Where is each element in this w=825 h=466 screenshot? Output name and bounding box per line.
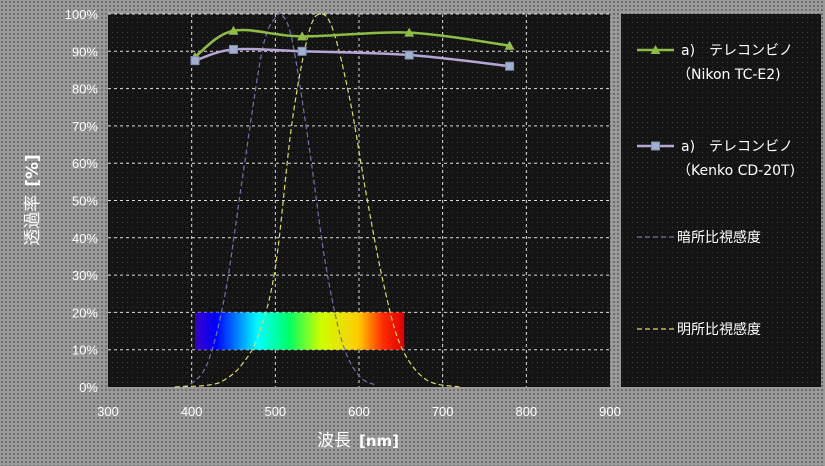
y-tick-label: 80% <box>72 82 98 97</box>
y-tick-label: 100% <box>65 7 99 22</box>
x-tick-label: 400 <box>181 404 203 419</box>
x-tick-label: 700 <box>432 404 454 419</box>
series-line-2 <box>174 11 377 388</box>
series-marker-kenko <box>404 50 414 60</box>
y-tick-label: 60% <box>72 156 98 171</box>
legend-entry-kenko: a) テレコンビノ （Kenko CD-20T) <box>637 139 795 179</box>
legend-entry-nikon: a) テレコンビノ （Nikon TC-E2) <box>637 43 793 83</box>
legend-label-kenko-line1: a) テレコンビノ <box>681 139 793 155</box>
x-tick-label: 600 <box>348 404 370 419</box>
series-marker-kenko <box>229 44 238 54</box>
series-marker-nikon <box>228 25 239 35</box>
series-line-0 <box>194 28 510 58</box>
series-marker-nikon <box>297 31 308 41</box>
legend-label-nikon-line1: a) テレコンビノ <box>681 43 793 59</box>
x-axis-unit: [nm] <box>359 432 399 450</box>
svg-text:透過率[%]: 透過率 [%] <box>23 154 43 246</box>
legend-box <box>621 14 821 387</box>
spectrum-band <box>195 312 405 350</box>
series-marker-kenko <box>190 56 200 66</box>
y-axis-unit: [%] <box>23 154 43 187</box>
y-axis-label: 透過率 <box>23 195 43 246</box>
legend-entry-scotopic: 暗所比視感度 <box>637 229 761 246</box>
legend-label-photopic: 明所比視感度 <box>677 321 761 338</box>
series-marker-nikon <box>404 27 415 37</box>
y-tick-label: 70% <box>72 119 98 134</box>
series-marker-kenko <box>505 61 515 71</box>
x-tick-label: 500 <box>264 404 286 419</box>
axis-ticks: 0% 10% 20% 30% 40% 50% 60% 70% 80% 90% 100% 300 400 5… <box>65 7 621 419</box>
y-tick-label: 30% <box>72 268 98 283</box>
x-axis-label: 波長 <box>317 431 351 451</box>
y-tick-label: 90% <box>72 44 98 59</box>
y-tick-label: 0% <box>79 380 98 395</box>
y-tick-label: 10% <box>72 343 98 358</box>
legend-label-kenko-line2: （Kenko CD-20T) <box>677 163 795 179</box>
series-line-3 <box>174 13 460 388</box>
y-tick-label: 20% <box>72 305 98 320</box>
x-tick-label: 900 <box>599 404 621 419</box>
series-marker-kenko <box>297 46 307 56</box>
y-tick-label: 40% <box>72 231 98 246</box>
y-tick-label: 50% <box>72 194 98 209</box>
legend-entry-photopic: 明所比視感度 <box>637 321 761 338</box>
x-tick-label: 800 <box>515 404 537 419</box>
legend-label-nikon-line2: （Nikon TC-E2) <box>677 67 781 83</box>
series-marker-nikon <box>504 40 515 50</box>
gridlines <box>108 13 610 387</box>
legend-label-scotopic: 暗所比視感度 <box>677 229 761 246</box>
x-tick-label: 300 <box>97 404 119 419</box>
x-axis-title: 波長 [nm] <box>317 431 399 451</box>
series-layer <box>174 11 515 388</box>
y-axis-title: 透過率 [%] <box>23 154 43 246</box>
series-line-1 <box>194 47 510 68</box>
